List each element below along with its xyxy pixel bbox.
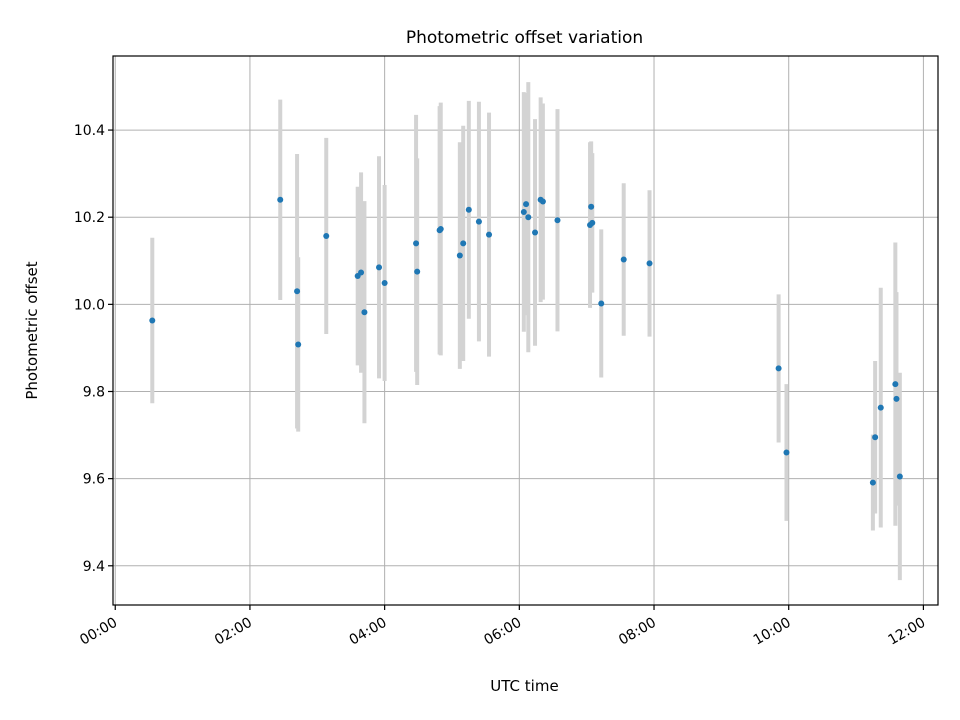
y-axis-ticks: 9.4 9.6 9.8 10.0 10.2 10.4 [74,123,113,575]
data-point [877,404,884,411]
data-point [775,365,782,372]
data-points [149,196,903,486]
data-point [358,269,365,276]
data-point [277,196,284,203]
data-point [456,252,463,259]
data-point [294,288,301,295]
data-point [646,260,653,267]
data-point [896,473,903,480]
chart-title: Photometric offset variation [406,28,643,48]
data-point [149,317,156,324]
y-tick-label: 10.4 [74,123,105,139]
data-point [523,201,530,208]
plot-frame [112,55,939,606]
data-point [620,256,627,263]
data-point [554,217,561,224]
data-point [381,280,388,287]
data-point [869,479,876,486]
x-axis-label: UTC time [490,677,558,695]
data-point [376,264,383,271]
data-point [589,219,596,226]
data-point [486,231,493,238]
y-tick-label: 10.0 [74,297,105,313]
data-point [414,268,421,275]
data-point [475,218,482,225]
data-point [413,240,420,247]
y-tick-label: 9.8 [83,385,105,401]
data-point [437,225,444,232]
y-axis-label: Photometric offset [23,261,41,399]
data-point [295,341,302,348]
data-point [525,214,532,221]
data-point [539,198,546,205]
data-point [323,232,330,239]
data-point [872,434,879,441]
y-tick-label: 10.2 [74,210,105,226]
y-tick-label: 9.6 [83,472,105,488]
data-point [520,208,527,215]
data-point [532,229,539,236]
data-point [588,203,595,210]
data-point [783,449,790,456]
data-point [598,300,605,307]
data-point [892,381,899,388]
y-tick-label: 9.4 [83,559,105,575]
data-point [460,240,467,247]
data-point [361,309,368,316]
data-point [893,395,900,402]
data-point [465,206,472,213]
